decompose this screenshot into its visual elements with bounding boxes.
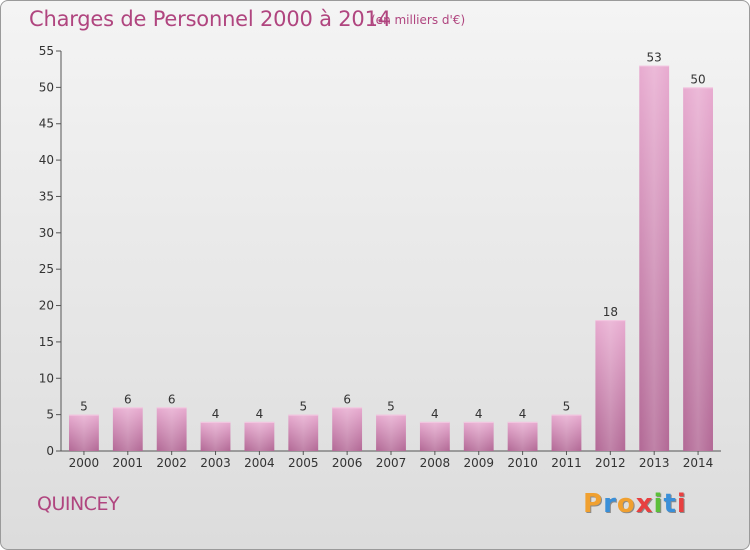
x-tick-label: 2013 [639, 456, 670, 470]
bar-value-label: 18 [603, 305, 618, 319]
y-tick-label: 35 [39, 189, 54, 203]
bar-highlight [200, 421, 231, 451]
bar-value-label: 6 [343, 392, 351, 406]
place-name: QUINCEY [37, 493, 120, 515]
x-tick-label: 2003 [200, 456, 231, 470]
logo-letter: x [635, 489, 654, 519]
bar-value-label: 4 [256, 407, 264, 421]
bar-highlight [244, 421, 275, 451]
x-tick-label: 2004 [244, 456, 275, 470]
bar-highlight [419, 421, 450, 451]
bar-value-label: 5 [299, 400, 307, 414]
logo-letter: i [676, 489, 687, 519]
bar-highlight [507, 421, 538, 451]
bar-value-label: 5 [563, 400, 571, 414]
bar-value-label: 5 [387, 400, 395, 414]
bar-value-label: 50 [690, 72, 705, 86]
logo-letter: t [663, 489, 677, 519]
logo-letter: r [603, 489, 617, 519]
bar-highlight [288, 414, 319, 451]
bar-value-label: 4 [212, 407, 220, 421]
y-tick-label: 45 [39, 117, 54, 131]
x-tick-label: 2000 [69, 456, 100, 470]
bar-value-label: 4 [519, 407, 527, 421]
bar-highlight [332, 407, 363, 451]
bar-highlight [376, 414, 406, 451]
bar-highlight [156, 407, 187, 451]
x-tick-label: 2005 [288, 456, 319, 470]
x-tick-label: 2001 [113, 456, 144, 470]
x-tick-label: 2014 [683, 456, 714, 470]
proxiti-logo: Proxiti [583, 489, 687, 519]
bar-value-label: 4 [475, 407, 483, 421]
y-tick-label: 10 [39, 371, 54, 385]
bar-value-label: 53 [647, 51, 662, 65]
x-tick-label: 2012 [595, 456, 626, 470]
x-tick-label: 2006 [332, 456, 363, 470]
y-tick-label: 20 [39, 299, 54, 313]
y-tick-label: 15 [39, 335, 54, 349]
x-tick-label: 2002 [156, 456, 187, 470]
x-tick-label: 2008 [420, 456, 451, 470]
y-tick-label: 50 [39, 80, 54, 94]
logo-letter: i [653, 489, 664, 519]
x-tick-label: 2007 [376, 456, 407, 470]
x-tick-label: 2010 [507, 456, 538, 470]
bar-highlight [69, 414, 99, 451]
bar-value-label: 5 [80, 400, 88, 414]
bar-value-label: 6 [124, 392, 132, 406]
bar-value-label: 4 [431, 407, 439, 421]
chart-title: Charges de Personnel 2000 à 2014 [29, 7, 391, 31]
bar-highlight [595, 320, 626, 451]
bar-value-label: 6 [168, 392, 176, 406]
bar-highlight [639, 65, 670, 451]
chart-subtitle: (en milliers d'€) [371, 13, 466, 27]
bar-highlight [112, 407, 143, 451]
bar-highlight [551, 414, 582, 451]
x-tick-label: 2009 [463, 456, 494, 470]
y-tick-label: 55 [39, 44, 54, 58]
y-tick-label: 5 [46, 408, 54, 422]
y-tick-label: 30 [39, 226, 54, 240]
y-tick-label: 0 [46, 444, 54, 458]
bar-highlight [683, 87, 713, 451]
logo-letter: P [583, 489, 604, 519]
bar-highlight [463, 421, 494, 451]
logo-letter: o [616, 489, 636, 519]
y-tick-label: 40 [39, 153, 54, 167]
y-tick-label: 25 [39, 262, 54, 276]
x-tick-label: 2011 [551, 456, 582, 470]
